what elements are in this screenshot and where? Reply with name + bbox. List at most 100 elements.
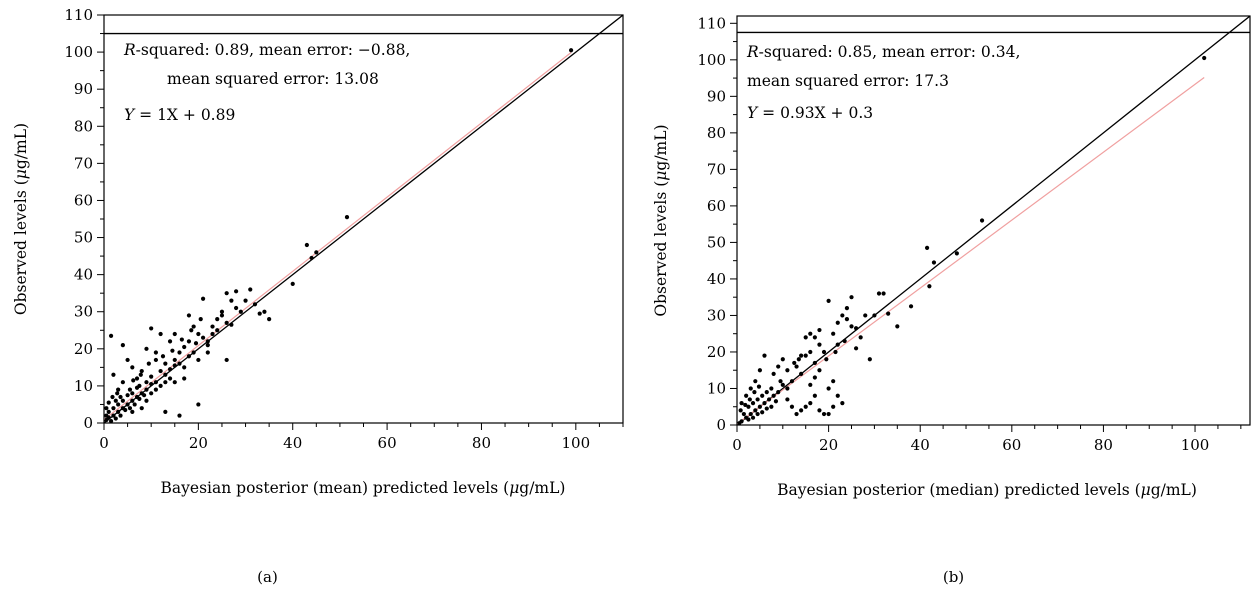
data-point: [238, 309, 243, 314]
data-point: [747, 397, 752, 402]
x-tick-label: 20: [189, 434, 208, 452]
y-tick-label: 20: [707, 343, 726, 361]
chart-panel-b: 0 10 20 30 40 50 60 70 80 90 100 110 0 20 40 60 80 100 R-s…: [652, 14, 1251, 586]
data-point: [748, 411, 753, 417]
fit-line: [737, 77, 1205, 425]
data-point: [771, 371, 776, 376]
data-point: [739, 400, 744, 406]
data-point: [167, 367, 173, 372]
data-point: [120, 398, 125, 403]
data-point: [752, 390, 757, 395]
data-point: [826, 386, 831, 391]
data-point: [769, 404, 774, 409]
data-point: [224, 320, 229, 325]
data-point: [191, 350, 196, 355]
data-point: [163, 380, 168, 385]
y-tick-label: 60: [707, 197, 726, 215]
data-point: [137, 383, 142, 389]
data-point: [113, 398, 118, 403]
data-point: [111, 413, 116, 418]
y-tick-label: 110: [697, 14, 726, 32]
y-tick-label: 40: [707, 270, 726, 288]
data-point: [808, 400, 813, 406]
data-point: [924, 245, 930, 250]
stats-annotation-line2: mean squared error: 13.08: [167, 70, 379, 88]
x-tick-label: 40: [283, 434, 302, 452]
data-point: [764, 390, 769, 395]
x-tick-label: 80: [1094, 436, 1113, 454]
data-point: [144, 346, 149, 351]
data-point: [149, 374, 154, 379]
y-tick-label: 50: [707, 233, 726, 251]
data-point: [824, 357, 829, 362]
data-point: [821, 411, 827, 417]
y-tick-label: 80: [707, 124, 726, 142]
data-point: [198, 317, 203, 322]
data-point: [853, 346, 859, 351]
data-point: [826, 298, 831, 303]
y-tick-label: 60: [74, 191, 93, 209]
data-point: [771, 393, 776, 398]
chart-panel-a: 0 10 20 30 40 50 60 70 80 90 100 110 0 20 40 60 80 100 R-s…: [12, 6, 624, 586]
y-tick-label: 110: [64, 6, 93, 24]
data-point: [172, 331, 177, 337]
data-point: [748, 386, 753, 391]
data-point: [182, 365, 187, 370]
data-point: [138, 372, 143, 377]
data-point: [158, 383, 163, 389]
y-tick-label: 70: [707, 160, 726, 178]
data-point: [163, 372, 168, 377]
regression-equation: Y = 0.93X + 0.3: [747, 104, 873, 122]
data-point: [130, 398, 135, 403]
data-point: [853, 326, 859, 331]
y-tick-label: 10: [74, 377, 93, 395]
data-point: [116, 409, 121, 414]
data-point: [756, 384, 762, 389]
data-point: [163, 361, 168, 366]
data-point: [760, 393, 765, 398]
x-tick-label: 20: [819, 436, 838, 454]
data-point: [792, 360, 797, 366]
data-point: [835, 320, 840, 325]
data-point: [149, 381, 154, 387]
data-point: [144, 398, 149, 403]
data-point: [821, 349, 827, 355]
data-point: [125, 402, 130, 407]
regression-equation: Y = 1X + 0.89: [124, 106, 235, 124]
data-point: [849, 295, 854, 300]
data-point: [196, 331, 201, 337]
regression-lines: [737, 16, 1250, 425]
stats-annotation-line2: mean squared error: 17.3: [747, 72, 949, 90]
data-point: [908, 304, 914, 309]
data-point: [257, 311, 262, 316]
data-points: [737, 55, 1207, 426]
data-point: [931, 260, 937, 265]
data-point: [760, 410, 765, 415]
panel-label: (a): [257, 568, 278, 586]
data-point: [785, 368, 790, 373]
y-tick-label: 100: [697, 51, 726, 69]
data-point: [831, 404, 836, 409]
data-point: [766, 397, 772, 402]
y-tick-label: 0: [83, 414, 93, 432]
data-point: [144, 380, 149, 385]
data-point: [113, 416, 118, 421]
data-point: [104, 413, 109, 418]
data-point: [130, 391, 135, 396]
data-point: [750, 400, 756, 406]
data-point: [132, 402, 137, 407]
data-point: [833, 349, 838, 355]
data-point: [106, 409, 111, 414]
data-point: [131, 378, 136, 383]
data-point: [799, 371, 804, 376]
data-point: [153, 357, 158, 363]
data-point: [812, 375, 817, 380]
data-point: [803, 335, 808, 340]
data-point: [137, 396, 142, 401]
data-point: [167, 339, 173, 344]
data-point: [808, 382, 813, 387]
data-point: [780, 357, 785, 362]
data-point: [842, 338, 847, 344]
data-point: [177, 361, 182, 366]
data-point: [789, 379, 795, 384]
